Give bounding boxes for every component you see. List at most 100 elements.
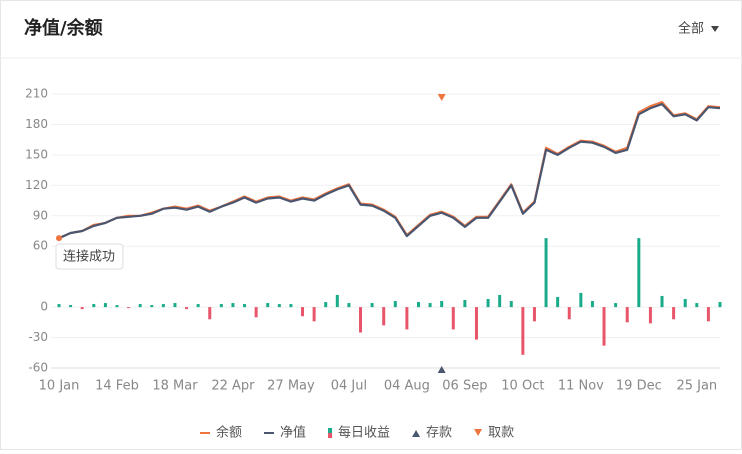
bar <box>92 304 96 308</box>
x-tick-label: 04 Jul <box>331 379 367 394</box>
x-tick-label: 19 Dec <box>616 379 662 394</box>
bar <box>370 303 374 308</box>
bar <box>567 307 571 320</box>
bar <box>405 307 409 330</box>
bar <box>648 307 652 324</box>
legend: 余额 净值 每日收益 存款 取款 <box>200 425 514 441</box>
y-tick-label: -30 <box>28 330 48 344</box>
bar <box>335 294 339 308</box>
bar <box>637 238 641 308</box>
bar <box>706 307 710 322</box>
bar <box>185 307 189 310</box>
legend-swatch <box>412 430 421 437</box>
bar <box>695 303 699 308</box>
bar <box>173 303 177 308</box>
bar <box>127 307 131 309</box>
bar <box>463 300 467 308</box>
filter-dropdown[interactable]: 全部 <box>678 21 704 37</box>
bar <box>498 294 502 308</box>
toast-text: 连接成功 <box>63 249 115 265</box>
y-tick-label: 0 <box>40 300 48 314</box>
bar <box>57 304 61 308</box>
dropdown-arrow[interactable] <box>711 26 719 32</box>
bar <box>416 302 420 308</box>
bar <box>266 303 270 308</box>
bar <box>590 301 594 308</box>
bar <box>625 307 629 323</box>
y-tick-label: 90 <box>33 208 48 222</box>
bar <box>150 305 154 308</box>
bar <box>683 298 687 308</box>
legend-label: 净值 <box>280 425 306 441</box>
start-point <box>56 235 62 242</box>
y-tick-label: 180 <box>25 117 48 131</box>
bar <box>579 292 583 308</box>
bar <box>486 298 490 308</box>
bar <box>347 303 351 308</box>
bar <box>103 303 107 308</box>
bar <box>231 303 235 308</box>
x-tick-label: 04 Aug <box>384 379 430 394</box>
bar <box>428 303 432 308</box>
plot: -60 -30 0 60 90 120 150 180 210 10 Jan 14 Feb 18 Ma… <box>25 87 722 394</box>
bar <box>324 302 328 308</box>
x-tick-label: 10 Jan <box>39 379 80 394</box>
bar <box>474 307 478 340</box>
y-tick-label: -60 <box>28 361 48 375</box>
line <box>58 103 721 240</box>
legend-label: 取款 <box>488 426 514 441</box>
x-tick-label: 11 Nov <box>558 379 604 394</box>
bar <box>219 304 223 308</box>
bar <box>556 296 560 308</box>
x-tick-label: 22 Apr <box>211 379 255 394</box>
bar <box>382 307 386 326</box>
x-tick-label: 14 Feb <box>95 379 139 394</box>
bar <box>208 307 212 320</box>
bar <box>718 302 722 308</box>
event-marker <box>437 366 446 373</box>
line <box>58 101 721 240</box>
bar <box>672 307 676 320</box>
y-tick-label: 150 <box>25 147 48 161</box>
legend-label: 存款 <box>426 426 452 441</box>
bar <box>277 304 281 308</box>
bar <box>451 307 455 330</box>
bar <box>440 301 444 308</box>
legend-swatch <box>328 433 333 438</box>
bar <box>196 304 200 308</box>
toast <box>55 243 124 270</box>
x-tick-label: 10 Oct <box>501 379 544 394</box>
x-tick-label: 18 Mar <box>152 379 198 394</box>
legend-label: 余额 <box>216 425 242 441</box>
bar <box>660 295 664 308</box>
legend-swatch <box>328 428 333 433</box>
bar <box>521 307 525 355</box>
bar <box>301 307 305 317</box>
legend-swatch <box>474 429 483 436</box>
bar <box>138 304 142 308</box>
x-tick-label: 27 May <box>267 379 315 394</box>
bar <box>532 307 536 322</box>
bar <box>243 304 247 308</box>
x-tick-label: 06 Sep <box>442 379 487 394</box>
legend-label: 每日收益 <box>338 425 390 441</box>
bar <box>393 301 397 308</box>
bar <box>115 305 119 308</box>
x-tick-label: 25 Jan <box>676 379 717 394</box>
bar <box>312 307 316 322</box>
bar <box>289 304 293 308</box>
bar <box>544 238 548 308</box>
y-tick-label: 120 <box>25 178 48 192</box>
bar <box>614 303 618 308</box>
bar <box>602 307 606 346</box>
bar <box>254 307 258 318</box>
card-title: 净值/余额 <box>24 17 103 39</box>
event-marker <box>437 94 446 101</box>
bar <box>359 307 363 333</box>
y-tick-label: 210 <box>25 87 48 101</box>
y-tick-label: 60 <box>33 239 48 253</box>
bar <box>161 304 165 308</box>
bar <box>80 307 84 310</box>
